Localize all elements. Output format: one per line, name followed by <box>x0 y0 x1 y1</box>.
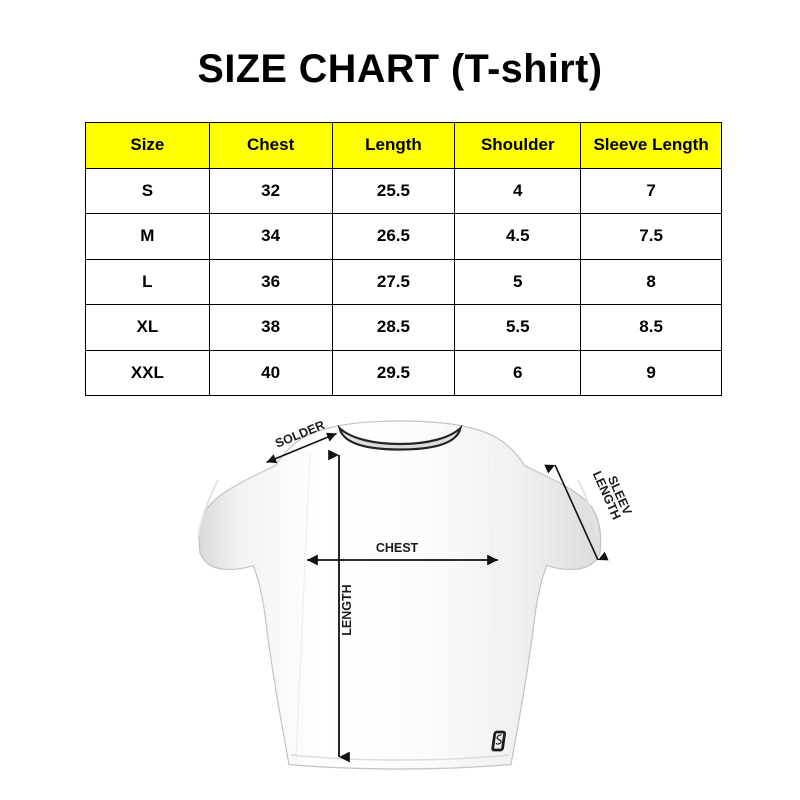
svg-text:LENGTH: LENGTH <box>340 584 354 635</box>
svg-text:CHEST: CHEST <box>376 541 419 555</box>
